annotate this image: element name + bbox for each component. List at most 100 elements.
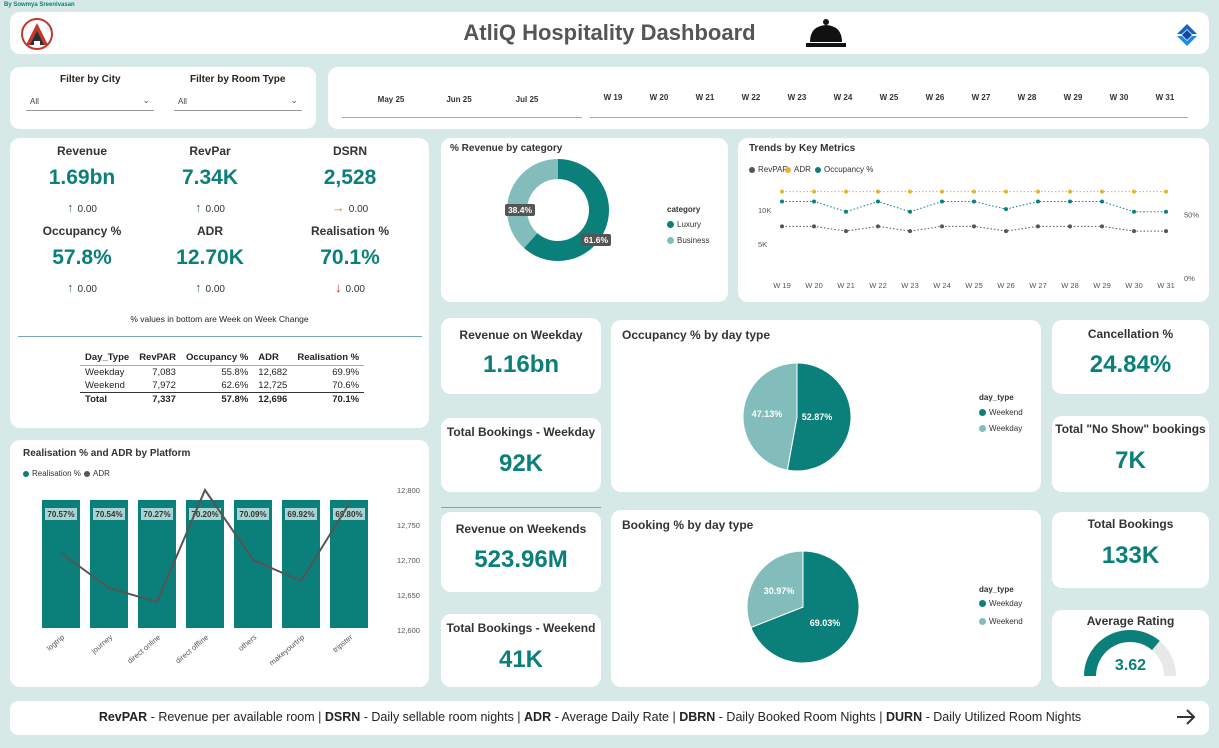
bar[interactable] [138, 505, 176, 628]
data-point[interactable] [1068, 224, 1072, 229]
data-point[interactable] [844, 229, 848, 234]
data-point[interactable] [1100, 189, 1104, 194]
week-option[interactable]: W 24 [833, 93, 853, 102]
data-point[interactable] [1164, 189, 1168, 194]
table-cell: 57.8% [180, 392, 254, 406]
week-option[interactable]: W 19 [603, 93, 623, 102]
platform-chart: Realisation % and ADR by Platform Realis… [10, 440, 429, 687]
card-value: 7K [1115, 447, 1146, 474]
legend-item[interactable]: Weekend [979, 408, 1023, 417]
table-row: Weekday 7,083 55.8% 12,682 69.9% [80, 366, 364, 380]
column-header[interactable]: Day_Type [80, 350, 135, 366]
legend-item[interactable]: Weekend [979, 617, 1023, 626]
week-option[interactable]: W 23 [787, 93, 807, 102]
week-option[interactable]: W 28 [1017, 93, 1037, 102]
column-header[interactable]: RevPAR [134, 350, 181, 366]
week-option[interactable]: W 30 [1109, 93, 1129, 102]
arrow-right-icon[interactable] [1175, 706, 1197, 731]
week-option[interactable]: W 26 [925, 93, 945, 102]
pie-slice[interactable] [786, 362, 852, 472]
data-point[interactable] [876, 199, 880, 204]
card-value: 92K [498, 450, 544, 477]
week-option[interactable]: W 21 [695, 93, 715, 102]
table-cell: 7,083 [152, 367, 176, 378]
data-point[interactable] [844, 209, 848, 214]
data-point[interactable] [1036, 189, 1040, 194]
data-point[interactable] [972, 189, 976, 194]
x-tick-label: makeyourtrip [267, 633, 306, 668]
column-header[interactable]: Realisation % [292, 350, 365, 366]
column-header[interactable]: Occupancy % [180, 350, 254, 366]
month-option[interactable]: Jul 25 [515, 95, 539, 104]
legend-swatch [815, 166, 821, 173]
data-point[interactable] [1004, 207, 1008, 212]
data-point[interactable] [1164, 229, 1168, 234]
month-option[interactable]: May 25 [377, 95, 405, 104]
data-point[interactable] [972, 224, 976, 229]
legend-swatch [84, 470, 90, 477]
data-point[interactable] [908, 189, 912, 194]
city-filter-dropdown[interactable]: All ⌄ [26, 93, 154, 111]
data-point[interactable] [1004, 189, 1008, 194]
filters-panel: Filter by City Filter by Room Type All ⌄… [10, 67, 316, 129]
bar[interactable] [42, 505, 80, 628]
week-option[interactable]: W 27 [971, 93, 991, 102]
legend-item[interactable]: Occupancy % [815, 165, 873, 174]
data-point[interactable] [780, 224, 784, 229]
x-tick-label: W 20 [805, 281, 823, 290]
data-point[interactable] [1132, 209, 1136, 214]
data-point[interactable] [972, 199, 976, 204]
legend-item[interactable]: ADR [785, 165, 811, 174]
legend-item[interactable]: Luxury [667, 220, 701, 229]
legend-label: Luxury [677, 220, 702, 229]
pie-slice[interactable] [742, 362, 798, 471]
card-value: 133K [1101, 542, 1160, 569]
legend-item[interactable]: Weekday [979, 599, 1022, 608]
legend-item[interactable]: Weekday [979, 424, 1022, 433]
pie-slice[interactable] [750, 550, 860, 664]
data-point[interactable] [940, 199, 944, 204]
kpi-title: Revenue [56, 144, 108, 158]
data-point[interactable] [1100, 224, 1104, 229]
data-point[interactable] [940, 224, 944, 229]
bar[interactable] [90, 505, 128, 628]
bar[interactable] [282, 505, 320, 628]
bar[interactable] [186, 505, 224, 628]
legend-item[interactable]: ADR [84, 469, 110, 478]
data-point[interactable] [812, 224, 816, 229]
data-point[interactable] [908, 209, 912, 214]
week-option[interactable]: W 20 [649, 93, 669, 102]
data-point[interactable] [940, 189, 944, 194]
data-point[interactable] [1132, 229, 1136, 234]
data-point[interactable] [1068, 189, 1072, 194]
data-point[interactable] [1132, 189, 1136, 194]
data-point[interactable] [844, 189, 848, 194]
column-header[interactable]: ADR [253, 350, 293, 366]
data-point[interactable] [1036, 224, 1040, 229]
data-point[interactable] [908, 229, 912, 234]
weekday-revenue-card: Revenue on Weekday 1.16bn [441, 318, 601, 394]
data-point[interactable] [812, 189, 816, 194]
data-point[interactable] [1036, 199, 1040, 204]
data-point[interactable] [1068, 199, 1072, 204]
week-option[interactable]: W 31 [1155, 93, 1175, 102]
legend-item[interactable]: Realisation % [23, 469, 81, 478]
donut-slice[interactable] [507, 159, 558, 249]
week-option[interactable]: W 22 [741, 93, 761, 102]
week-option[interactable]: W 25 [879, 93, 899, 102]
room-type-filter-dropdown[interactable]: All ⌄ [174, 93, 302, 111]
month-option[interactable]: Jun 25 [446, 95, 472, 104]
legend-item[interactable]: Business [667, 236, 709, 245]
data-point[interactable] [1004, 229, 1008, 234]
week-option[interactable]: W 29 [1063, 93, 1083, 102]
data-point[interactable] [780, 199, 784, 204]
data-point[interactable] [876, 224, 880, 229]
data-point[interactable] [1164, 209, 1168, 214]
card-title: Average Rating [1086, 614, 1175, 628]
legend-item[interactable]: RevPAR [749, 165, 788, 174]
data-point[interactable] [1100, 199, 1104, 204]
data-point[interactable] [780, 189, 784, 194]
data-point[interactable] [876, 189, 880, 194]
pie-slice[interactable] [746, 550, 804, 629]
data-point[interactable] [812, 199, 816, 204]
